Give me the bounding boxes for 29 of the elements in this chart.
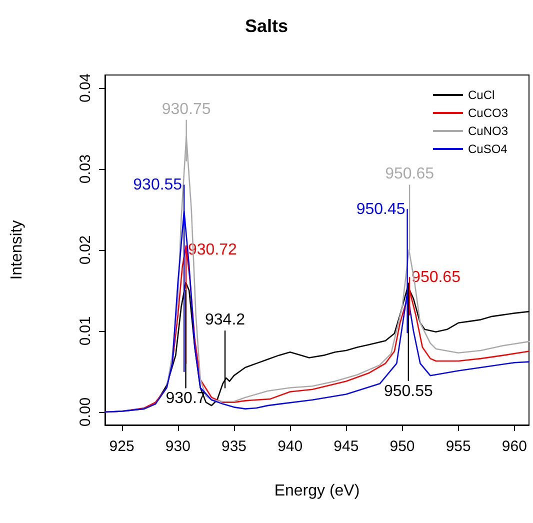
annotation: 950.65 xyxy=(385,166,434,183)
x-tick-label: 960 xyxy=(502,438,527,455)
x-tick-label: 945 xyxy=(334,438,359,455)
y-tick-label: 0.02 xyxy=(77,235,94,265)
x-tick-label: 940 xyxy=(278,438,303,455)
x-tick-label: 925 xyxy=(109,438,134,455)
y-tick-label: 0.01 xyxy=(77,316,94,346)
annotation: 930.7 xyxy=(166,390,206,408)
annotation: 930.72 xyxy=(188,242,238,258)
annotation: 930.75 xyxy=(162,100,211,118)
annotation: 930.55 xyxy=(133,176,182,194)
annotation: 934.2 xyxy=(205,312,246,329)
x-tick-label: 955 xyxy=(446,438,471,455)
legend-label: CuNO3 xyxy=(468,124,508,138)
y-tick-label: 0.00 xyxy=(77,397,94,427)
chart-title: Salts xyxy=(244,16,288,36)
x-axis-title: Energy (eV) xyxy=(274,482,360,500)
x-tick-label: 935 xyxy=(221,438,247,455)
y-tick-label: 0.03 xyxy=(77,154,94,184)
legend-label: CuSO4 xyxy=(468,142,508,156)
annotation: 950.45 xyxy=(356,200,406,218)
x-tick-label: 950 xyxy=(390,438,415,455)
y-tick-label: 0.04 xyxy=(77,73,94,103)
y-axis-title: Intensity xyxy=(8,220,26,280)
annotation: 950.65 xyxy=(412,269,461,286)
x-tick-label: 930 xyxy=(165,438,190,455)
annotation: 950.55 xyxy=(384,382,433,400)
legend-label: CuCO3 xyxy=(468,106,508,120)
legend-label: CuCl xyxy=(468,88,495,102)
